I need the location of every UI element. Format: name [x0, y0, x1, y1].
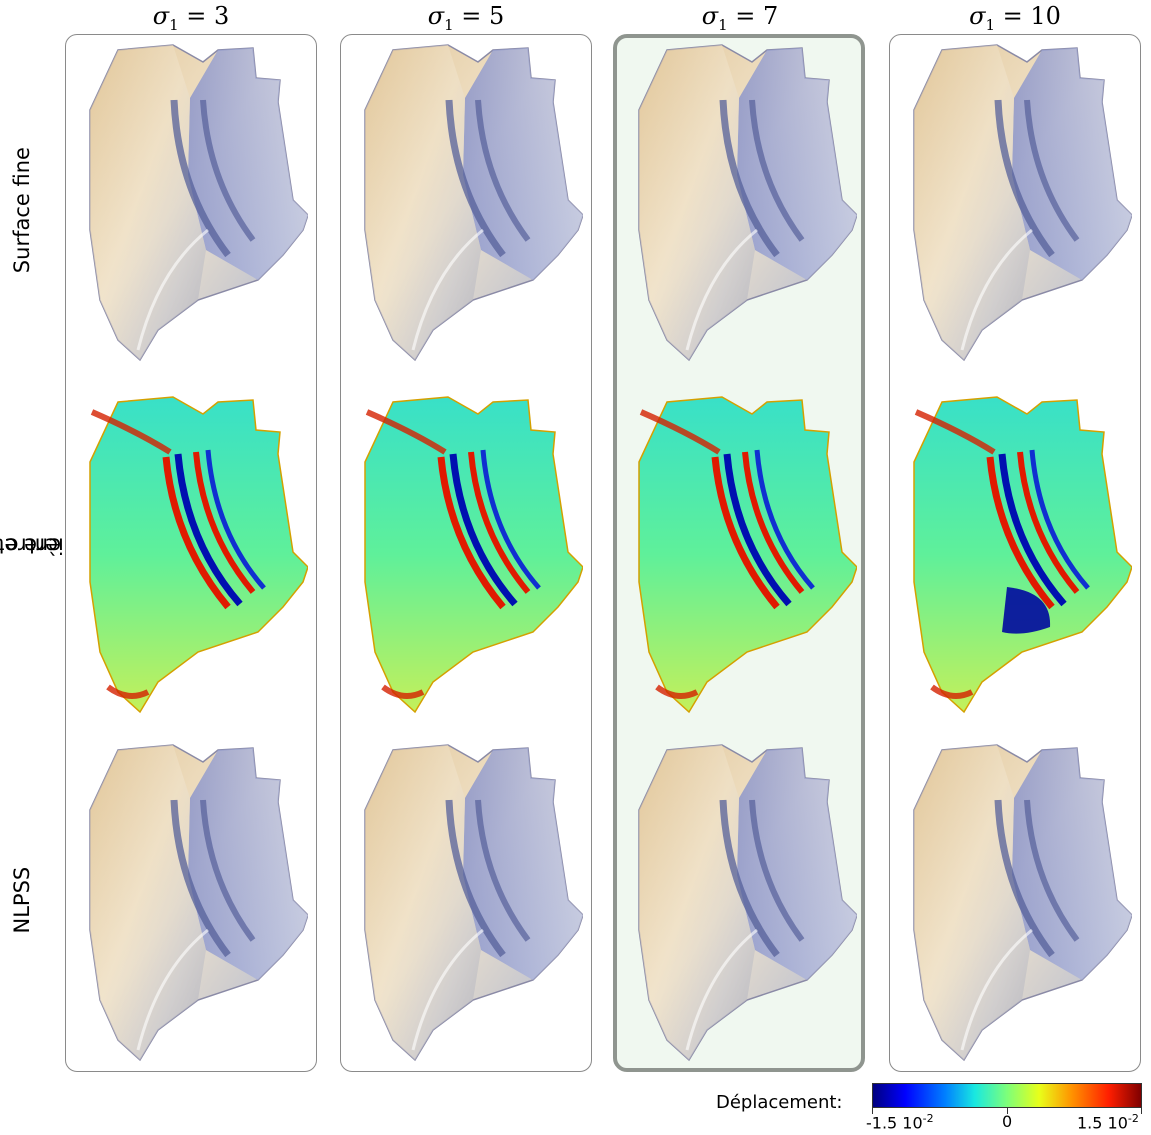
- displacement-map-r2-c2: [364, 396, 583, 714]
- column-title-sigma-7: σ1 = 7: [701, 2, 779, 34]
- band-blue-2: [754, 449, 815, 590]
- band-red-1: [986, 456, 1055, 610]
- part-side-face: [737, 748, 857, 980]
- part-body: [913, 396, 1132, 714]
- crease: [411, 228, 484, 351]
- crease: [136, 928, 209, 1051]
- band-red-1: [711, 456, 780, 610]
- displacement-map-r2-c4: [913, 396, 1132, 714]
- groove-2: [475, 799, 531, 942]
- colorbar-tick-zero: [1007, 1108, 1008, 1114]
- groove-2: [749, 799, 805, 942]
- part-side-face: [463, 48, 583, 280]
- column-title-sigma-3: σ1 = 3: [152, 2, 230, 34]
- part-body: [638, 396, 857, 714]
- mesh-render-r1-c2: [364, 44, 583, 362]
- groove-1: [994, 799, 1055, 958]
- part-side-face: [1012, 48, 1132, 280]
- groove-1: [445, 99, 506, 258]
- groove-1: [719, 99, 780, 258]
- colorbar-tick-max: [1141, 1108, 1142, 1114]
- edge-band-bottom: [930, 684, 974, 699]
- crease: [411, 928, 484, 1051]
- groove-2: [200, 99, 256, 242]
- mesh-render-r3-c4: [913, 744, 1132, 1062]
- low-region: [1002, 587, 1051, 634]
- edge-band-bottom: [381, 684, 425, 699]
- colorbar-tick-min: [872, 1108, 873, 1114]
- groove-2: [1024, 99, 1080, 242]
- colorbar-tick-label-min: -1.5 10-2: [866, 1112, 934, 1133]
- groove-1: [719, 799, 780, 958]
- crease: [960, 228, 1033, 351]
- groove-1: [994, 99, 1055, 258]
- part-side-face: [188, 748, 308, 980]
- row-label-ecart: Écart entre la surfacegrossière et fine: [0, 533, 122, 558]
- part-body: [364, 396, 583, 714]
- band-red-2: [742, 451, 805, 594]
- band-red-2: [193, 451, 256, 594]
- groove-2: [1024, 799, 1080, 942]
- band-blue-2: [205, 449, 266, 590]
- mesh-render-r3-c3: [638, 744, 857, 1062]
- groove-2: [749, 99, 805, 242]
- crease: [685, 228, 758, 351]
- groove-1: [170, 99, 231, 258]
- edge-band-top: [639, 409, 721, 455]
- colorbar-tick-label-zero: 0: [1002, 1112, 1013, 1131]
- crease: [685, 928, 758, 1051]
- mesh-render-r1-c4: [913, 44, 1132, 362]
- band-blue-2: [480, 449, 541, 590]
- column-title-sigma-10: σ1 = 10: [969, 2, 1061, 34]
- column-title-sigma-5: σ1 = 5: [427, 2, 505, 34]
- displacement-map-r2-c3: [638, 396, 857, 714]
- part-side-face: [188, 48, 308, 280]
- mesh-render-r1-c3: [638, 44, 857, 362]
- groove-1: [170, 799, 231, 958]
- crease: [960, 928, 1033, 1051]
- edge-band-top: [914, 409, 996, 455]
- displacement-map-r2-c1: [89, 396, 308, 714]
- row-label-nlpss: NLPSS: [9, 866, 34, 934]
- band-red-1: [437, 456, 506, 610]
- mesh-render-r1-c1: [89, 44, 308, 362]
- band-blue-2: [1029, 449, 1090, 590]
- edge-band-top: [90, 409, 172, 455]
- part-side-face: [1012, 748, 1132, 980]
- band-red-1: [162, 456, 231, 610]
- edge-band-bottom: [106, 684, 150, 699]
- band-blue-1: [174, 453, 243, 607]
- legend-label: Déplacement:: [716, 1092, 843, 1113]
- band-blue-1: [449, 453, 518, 607]
- row-label-surface-fine: Surface fine: [9, 146, 34, 274]
- part-side-face: [737, 48, 857, 280]
- mesh-render-r3-c2: [364, 744, 583, 1062]
- part-body: [89, 396, 308, 714]
- colorbar-tick-label-max: 1.5 10-2: [1077, 1112, 1139, 1133]
- groove-1: [445, 799, 506, 958]
- band-red-2: [1017, 451, 1080, 594]
- part-side-face: [463, 748, 583, 980]
- mesh-render-r3-c1: [89, 744, 308, 1062]
- edge-band-bottom: [655, 684, 699, 699]
- edge-band-top: [365, 409, 447, 455]
- colorbar: [872, 1083, 1142, 1108]
- groove-2: [200, 799, 256, 942]
- band-blue-1: [998, 453, 1067, 607]
- crease: [136, 228, 209, 351]
- groove-2: [475, 99, 531, 242]
- band-red-2: [468, 451, 531, 594]
- band-blue-1: [723, 453, 792, 607]
